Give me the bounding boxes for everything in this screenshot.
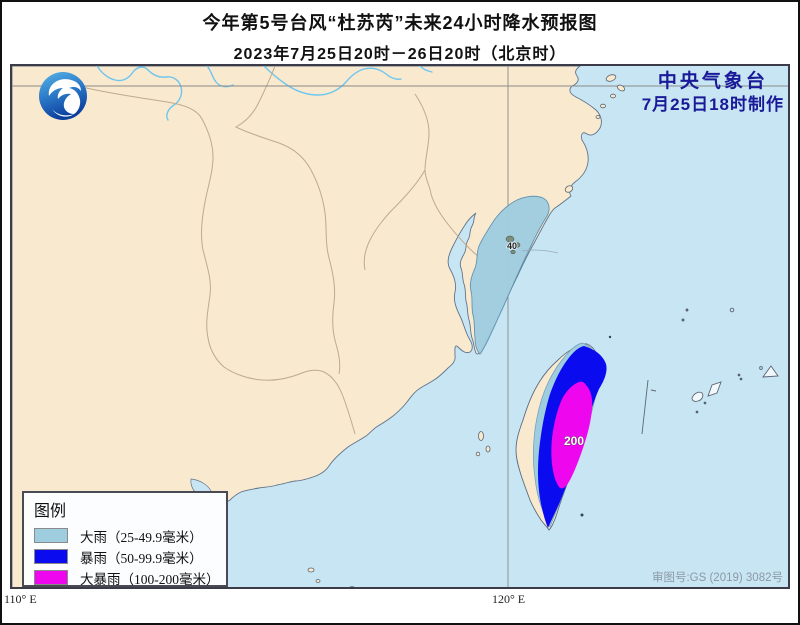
rain-band-heavy-rainstorm xyxy=(551,381,593,489)
map-approval-number: 审图号:GS (2019) 3082号 xyxy=(651,572,783,584)
cma-logo xyxy=(39,72,87,120)
province-boundaries xyxy=(81,66,486,435)
graticule xyxy=(12,66,788,587)
small-islands xyxy=(307,74,626,587)
map-title: 今年第5号台风“杜苏芮”未来24小时降水预报图 xyxy=(202,13,598,33)
rain-area-coastal: 40 xyxy=(469,195,559,355)
axis-label-120e: 120° E xyxy=(492,592,526,606)
axis-label-110e: 110° E xyxy=(4,592,37,606)
map-area: 40 2 xyxy=(10,64,790,589)
rain-area-coastal-heavy xyxy=(469,195,550,355)
legend-swatch-heavy-rainstorm xyxy=(34,570,68,585)
map-subtitle: 2023年7月25日20时－26日20时（北京时） xyxy=(233,46,567,63)
rain-value-40: 40 xyxy=(507,241,517,251)
title-block: 今年第5号台风“杜苏芮”未来24小时降水预报图 2023年7月25日20时－26… xyxy=(2,9,798,64)
legend: 图例 大雨（25-49.9毫米） 暴雨（50-99.9毫米） 大暴雨（100-2… xyxy=(22,491,228,587)
legend-row-rainstorm: 暴雨（50-99.9毫米） xyxy=(34,546,218,567)
legend-label-heavy-rainstorm: 大暴雨（100-200毫米） xyxy=(80,571,220,587)
legend-swatch-heavy-rain xyxy=(34,528,68,543)
legend-title: 图例 xyxy=(34,503,67,520)
rain-value-200: 200 xyxy=(564,434,584,448)
taiwan-group: 200 xyxy=(515,335,612,531)
agency-issue-time: 7月25日18时制作 xyxy=(641,94,784,114)
legend-swatch-rainstorm xyxy=(34,549,68,564)
axis-label-30n: 30° N xyxy=(2,0,14,2)
legend-row-heavy-rain: 大雨（25-49.9毫米） xyxy=(34,525,218,546)
ryukyu-islands xyxy=(641,307,779,435)
legend-row-heavy-rainstorm: 大暴雨（100-200毫米） xyxy=(34,567,220,588)
agency-block: 中央气象台 7月25日18时制作 xyxy=(642,70,784,115)
agency-name: 中央气象台 xyxy=(657,71,768,92)
legend-label-rainstorm: 暴雨（50-99.9毫米） xyxy=(80,550,203,566)
legend-label-heavy-rain: 大雨（25-49.9毫米） xyxy=(80,529,203,545)
